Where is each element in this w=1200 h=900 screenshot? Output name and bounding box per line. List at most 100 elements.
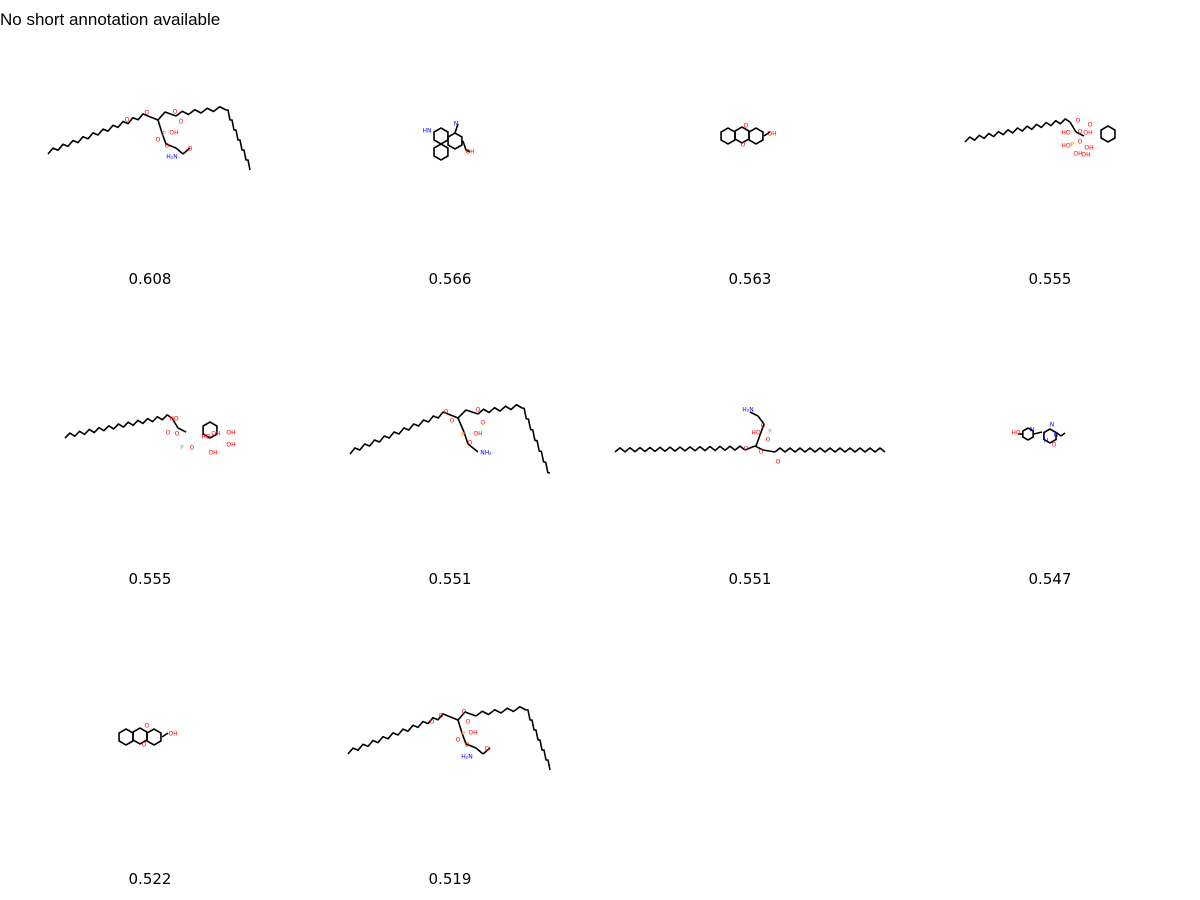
atom-label: OH: [169, 130, 178, 137]
atom-label: O: [468, 440, 473, 447]
atom-label: NH₂: [480, 450, 492, 457]
atom-label: HO: [1011, 430, 1021, 437]
atom-label: OH: [1081, 152, 1090, 159]
similarity-score: 0.522: [128, 870, 172, 888]
atom-label: HO: [1061, 143, 1071, 150]
result-card[interactable]: O OH O 0.522: [0, 600, 300, 900]
atom-label: N: [1050, 422, 1055, 429]
atom-label: OH: [208, 450, 217, 457]
atom-label: P: [768, 429, 772, 436]
atom-label: OH: [168, 731, 177, 738]
atom-label: OH: [767, 131, 776, 138]
atom-label: O: [1076, 118, 1081, 125]
atom-label: OH: [1084, 145, 1093, 152]
atom-label: H₂N: [461, 754, 472, 761]
atom-label: OH: [226, 442, 235, 449]
atom-label: O: [179, 119, 184, 126]
ergoline-alkaloid-structure-icon: HN N OH: [423, 121, 475, 161]
atom-label: P: [461, 731, 465, 738]
atom-label: O: [142, 742, 147, 749]
atom-label: P: [180, 445, 184, 452]
atom-label: O: [462, 709, 467, 716]
atom-label: O: [476, 407, 481, 414]
isoflavone-structure-icon: O OH O: [720, 123, 777, 149]
similarity-score: 0.566: [428, 270, 472, 288]
atom-label: N: [1054, 432, 1059, 439]
atom-label: O: [766, 437, 771, 444]
atom-label: O: [1078, 139, 1083, 146]
atom-label: H: [1044, 438, 1049, 445]
page-title: No short annotation available: [0, 10, 221, 29]
atom-label: O: [173, 109, 178, 116]
atom-label: O: [1088, 122, 1093, 129]
atom-label: O: [776, 459, 781, 466]
similarity-score: 0.563: [728, 270, 772, 288]
result-card[interactable]: O O O O P OH O NH₂ 0.551: [300, 300, 600, 600]
result-card[interactable]: O O HO P O HO OH OH OH OH O 0.555: [900, 0, 1200, 300]
atom-label: OH: [211, 431, 220, 438]
similarity-score: 0.608: [128, 270, 172, 288]
atom-label: OH: [1083, 130, 1092, 137]
atom-label: O: [465, 742, 470, 749]
similarity-score: 0.555: [128, 570, 172, 588]
atom-label: P: [162, 131, 166, 138]
result-card[interactable]: O O O O P OH O O H₂N O 0.519: [300, 600, 600, 900]
atom-label: N: [454, 121, 459, 128]
atom-label: O: [759, 449, 764, 456]
atom-label: P: [461, 432, 465, 439]
atom-label: O: [430, 719, 435, 726]
atom-label: O: [1052, 442, 1057, 449]
atom-label: OH: [226, 430, 235, 437]
atom-label: HO: [1061, 130, 1071, 137]
atom-label: O: [744, 123, 749, 130]
atom-label: O: [741, 142, 746, 149]
similarity-score: 0.547: [1028, 570, 1072, 588]
similarity-score: 0.555: [1028, 270, 1072, 288]
result-card[interactable]: O O O O P OH O O H₂N O 0.608: [0, 0, 300, 300]
atom-label: N: [1030, 427, 1035, 434]
atom-label: HO: [201, 434, 211, 441]
atom-label: O: [1078, 129, 1083, 136]
atom-label: O: [485, 746, 490, 753]
atom-label: OH: [473, 431, 482, 438]
similarity-score: 0.551: [728, 570, 772, 588]
atom-label: O: [175, 431, 180, 438]
similarity-score: 0.551: [428, 570, 472, 588]
similarity-score: 0.519: [428, 870, 472, 888]
atom-label: OH: [465, 149, 474, 156]
atom-label: HO: [751, 430, 761, 437]
result-card[interactable]: H₂N O HO P O O O O 0.551: [600, 300, 900, 600]
atom-label: O: [188, 146, 193, 153]
atom-label: H₂N: [742, 407, 753, 414]
atom-label: O: [145, 110, 150, 117]
atom-label: O: [444, 409, 449, 416]
result-card[interactable]: O OH O 0.563: [600, 0, 900, 300]
atom-label: O: [165, 143, 170, 150]
atom-label: OH: [1073, 151, 1082, 158]
atom-label: O: [145, 723, 150, 730]
atom-label: O: [450, 418, 455, 425]
atom-label: O: [156, 137, 161, 144]
atom-label: HN: [423, 128, 432, 135]
atom-label: OH: [468, 730, 477, 737]
atom-label: O: [466, 719, 471, 726]
result-card[interactable]: HO O O HO P OH OH OH OH O 0.555: [0, 300, 300, 600]
atom-label: P: [1070, 142, 1074, 149]
atom-label: O: [166, 430, 171, 437]
atom-label: H₂N: [166, 154, 177, 161]
result-card[interactable]: HO N N N H O 0.547: [900, 300, 1200, 600]
atom-label: O: [481, 420, 486, 427]
result-card[interactable]: HN N OH 0.566: [300, 0, 600, 300]
atom-label: O: [439, 713, 444, 720]
atom-label: O: [744, 446, 749, 453]
atom-label: O: [761, 423, 766, 430]
atom-label: HO: [169, 416, 179, 423]
